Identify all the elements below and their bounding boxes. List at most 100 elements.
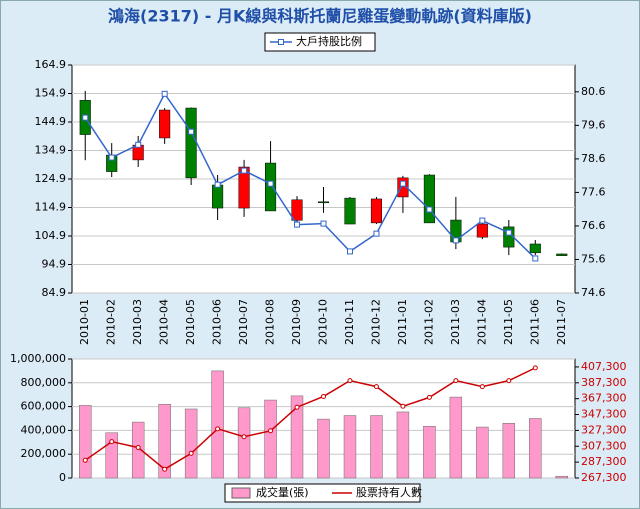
y-tick-label: 154.9 (35, 87, 67, 100)
y-tick-label: 600,000 (21, 400, 67, 413)
bar (158, 403, 171, 479)
bar (502, 423, 516, 479)
candle-body (370, 198, 382, 224)
bar (449, 396, 463, 479)
line-marker (108, 154, 115, 161)
line-marker (268, 428, 274, 434)
y-tick-label: 800,000 (21, 376, 67, 389)
x-tick-label: 2010-01 (78, 299, 91, 345)
bar (555, 475, 568, 479)
x-tick-label: 2010-02 (105, 299, 118, 345)
line-marker (452, 237, 459, 244)
candle-body (185, 107, 197, 179)
line-marker (426, 394, 432, 400)
x-tick-label: 2010-07 (237, 299, 250, 345)
candle-body (529, 243, 541, 254)
x-tick-label: 2011-01 (396, 299, 409, 345)
y-tick-label: 114.9 (35, 201, 67, 214)
line-marker (162, 466, 168, 472)
y2-tick-label: 77.6 (581, 185, 606, 198)
candle-body (212, 184, 224, 209)
legend-label: 大戶持股比例 (296, 34, 362, 48)
chart-title: 鴻海(2317) - 月K線與科斯托蘭尼雞蛋變動軌跡(資料庫版) (108, 7, 532, 26)
y-tick-label: 144.9 (35, 115, 67, 128)
line-marker (426, 206, 433, 213)
x-tick-label: 2010-10 (317, 299, 330, 345)
x-tick-label: 2011-05 (502, 299, 515, 345)
line-marker (532, 365, 538, 371)
x-tick-label: 2010-08 (264, 299, 277, 345)
line-marker (188, 128, 195, 135)
line-marker (82, 114, 89, 121)
line-marker (109, 439, 115, 445)
x-tick-label: 2010-12 (369, 299, 382, 345)
bar (264, 399, 277, 479)
y2-tick-label: 78.6 (581, 152, 606, 165)
bar (317, 418, 330, 479)
y2-tick-label: 75.6 (581, 252, 606, 265)
y2-tick-label: 287,300 (581, 455, 627, 468)
y-tick-label: 104.9 (35, 229, 67, 242)
candle-body (317, 201, 330, 204)
candle-body (344, 197, 356, 225)
x-tick-label: 2011-04 (475, 299, 488, 345)
line-marker (400, 403, 406, 409)
y-tick-label: 1,000,000 (10, 352, 66, 365)
line-marker (161, 90, 168, 97)
line-marker (479, 217, 486, 224)
candle-body (238, 166, 250, 209)
y2-tick-label: 407,300 (581, 360, 627, 373)
legend-box (264, 32, 376, 52)
y2-tick-label: 307,300 (581, 439, 627, 452)
line-marker (82, 457, 88, 463)
x-tick-label: 2011-07 (555, 299, 568, 345)
x-tick-label: 2010-05 (184, 299, 197, 345)
candle-body (159, 109, 171, 139)
x-tick-label: 2010-06 (211, 299, 224, 345)
line-marker (399, 180, 406, 187)
bar (476, 426, 489, 479)
y-tick-label: 134.9 (35, 144, 67, 157)
candle-body (556, 253, 568, 256)
line-marker (453, 378, 459, 384)
x-tick-label: 2010-11 (343, 299, 356, 345)
line-marker (506, 378, 512, 384)
bar (184, 408, 198, 479)
line-marker (135, 141, 142, 148)
y-tick-label: 94.9 (42, 258, 67, 271)
legend-label: 股票持有人數 (356, 485, 422, 499)
candle-body (476, 223, 488, 238)
y-tick-label: 124.9 (35, 172, 67, 185)
legend-swatch (231, 487, 251, 499)
y2-tick-label: 267,300 (581, 471, 627, 484)
line-marker (373, 384, 379, 390)
line-marker (241, 167, 248, 174)
x-tick-label: 2011-02 (422, 299, 435, 345)
x-tick-label: 2011-03 (449, 299, 462, 345)
line-marker (532, 255, 539, 262)
y2-tick-label: 76.6 (581, 219, 606, 232)
x-tick-label: 2010-04 (158, 299, 171, 345)
candle-body (291, 199, 303, 221)
y2-tick-label: 79.6 (581, 118, 606, 131)
line-marker (135, 445, 141, 451)
y2-tick-label: 74.6 (581, 286, 606, 299)
y-tick-label: 400,000 (21, 423, 67, 436)
y-tick-label: 164.9 (35, 58, 67, 71)
bar (211, 370, 224, 479)
line (84, 92, 536, 260)
line (84, 367, 536, 471)
x-tick-label: 2010-09 (290, 299, 303, 345)
line-marker (321, 393, 326, 399)
bar (396, 411, 410, 479)
line-marker (267, 180, 274, 187)
candle-body (397, 177, 409, 198)
y2-tick-label: 387,300 (581, 376, 627, 389)
legend-box (224, 483, 421, 503)
bar (290, 395, 304, 479)
line-marker (241, 434, 247, 440)
bar (529, 418, 542, 479)
line-marker (188, 450, 194, 456)
line-marker (347, 378, 353, 384)
line-marker (215, 426, 221, 432)
